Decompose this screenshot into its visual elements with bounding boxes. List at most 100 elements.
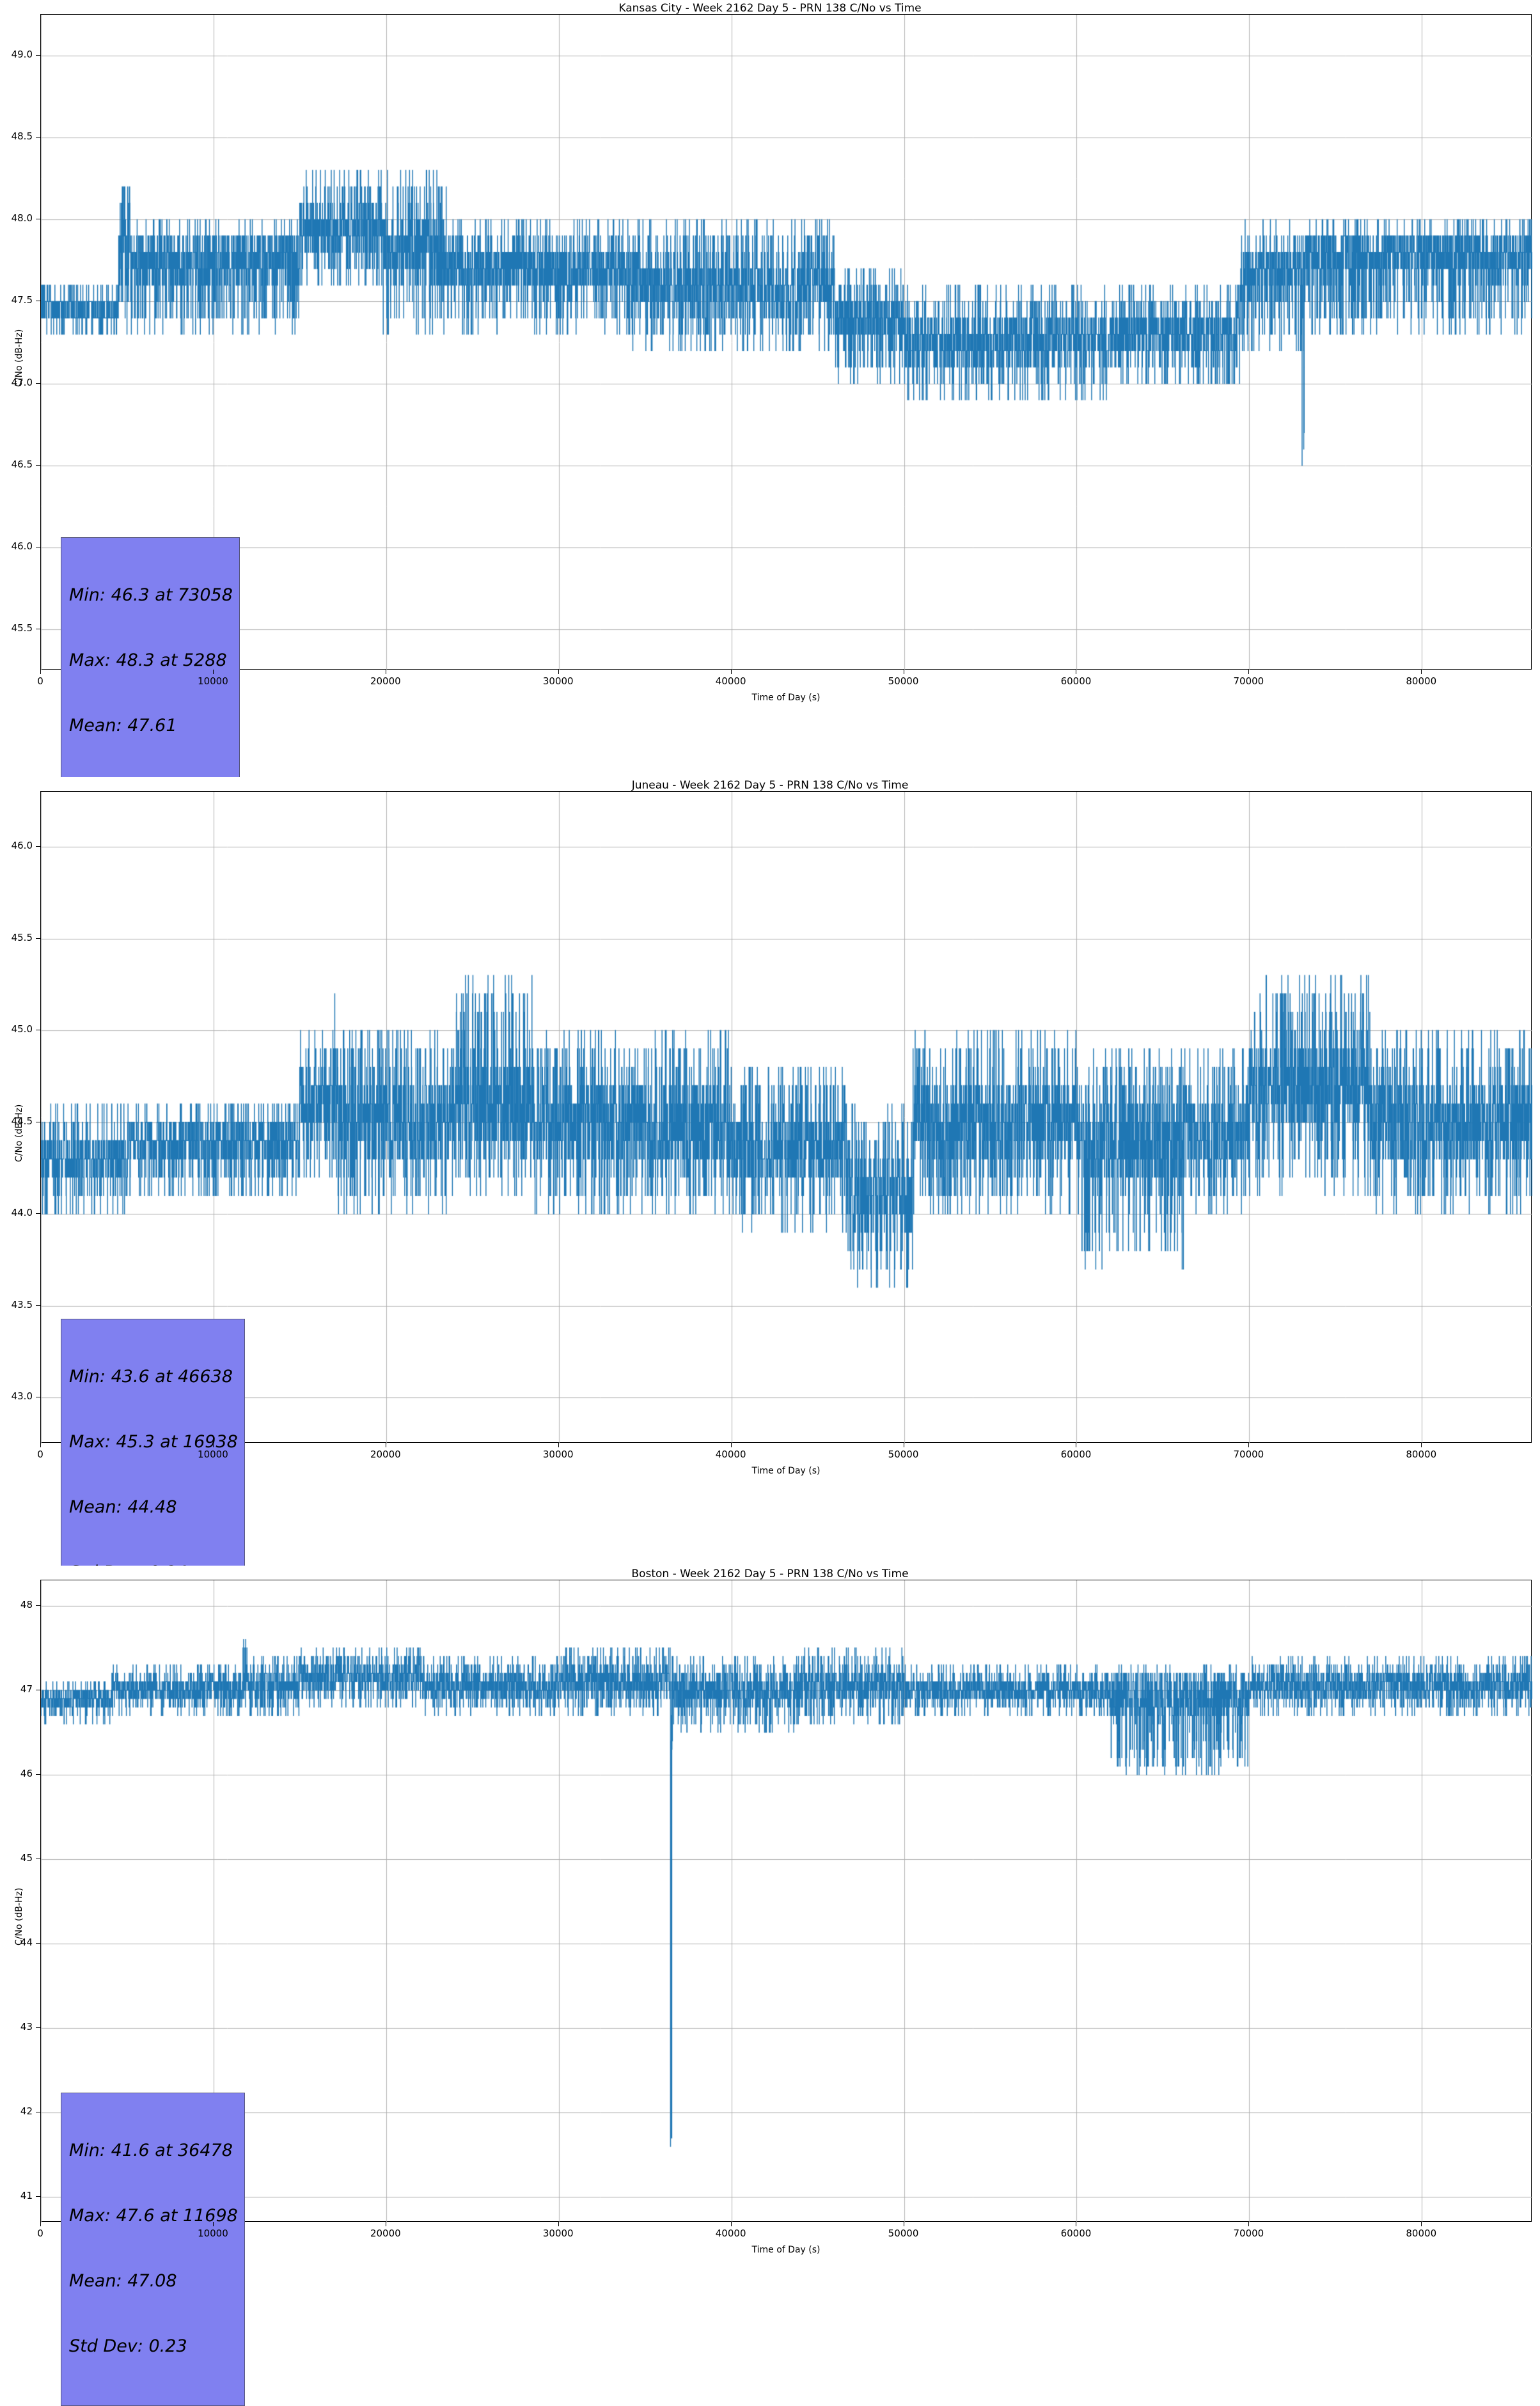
x-axis-label-0: Time of Day (s) [751,693,821,703]
x-tick-mark-0-4 [731,670,732,674]
x-tick-label-0-3: 30000 [542,675,574,687]
x-tick-mark-2-3 [558,2222,560,2226]
x-tick-label-1-4: 40000 [715,1449,746,1460]
y-tick-label-1-0: 43.0 [11,1390,33,1403]
cno-trace-canvas-0 [41,15,1532,670]
x-tick-mark-0-1 [213,670,214,674]
stats-min-2: Min: 41.6 at 36478 [69,2141,233,2160]
x-tick-label-2-6: 60000 [1060,2228,1092,2239]
x-tick-mark-1-4 [731,1443,732,1447]
x-tick-label-2-0: 0 [37,2228,43,2239]
x-tick-label-1-1: 10000 [198,1449,228,1460]
y-tick-label-1-3: 44.5 [11,1115,33,1127]
y-tick-mark-2-7 [36,1605,40,1607]
stats-mean-0: Mean: 47.61 [69,716,177,735]
stats-mean-2: Mean: 47.08 [69,2271,177,2291]
y-tick-mark-1-6 [36,846,40,847]
panel-title-2: Boston - Week 2162 Day 5 - PRN 138 C/No … [631,1568,909,1580]
y-tick-mark-2-0 [36,2196,40,2198]
x-tick-label-0-5: 50000 [888,675,919,687]
y-tick-mark-0-6 [36,137,40,138]
y-tick-label-1-6: 46.0 [11,840,33,852]
y-tick-label-2-1: 42 [20,2105,33,2118]
y-tick-mark-2-5 [36,1774,40,1775]
x-tick-mark-1-8 [1421,1443,1422,1447]
x-tick-label-1-5: 50000 [888,1449,919,1460]
y-tick-mark-2-2 [36,2027,40,2029]
plot-area-0[interactable] [40,14,1532,670]
x-tick-mark-0-8 [1421,670,1422,674]
y-tick-label-0-5: 48.0 [11,212,33,224]
y-tick-label-1-5: 45.5 [11,931,33,943]
stats-max-0: Max: 48.3 at 5288 [69,650,227,670]
plot-area-2[interactable] [40,1580,1532,2222]
y-tick-label-0-4: 47.5 [11,294,33,306]
x-tick-mark-2-4 [731,2222,732,2226]
x-tick-label-1-8: 80000 [1406,1449,1437,1460]
x-tick-label-2-3: 30000 [542,2228,574,2239]
panel-kansas-city: Kansas City - Week 2162 Day 5 - PRN 138 … [0,0,1540,851]
x-tick-label-1-6: 60000 [1060,1449,1092,1460]
x-tick-label-0-4: 40000 [715,675,746,687]
x-tick-label-2-2: 20000 [370,2228,401,2239]
x-tick-label-0-0: 0 [37,675,43,687]
x-tick-label-1-7: 70000 [1233,1449,1264,1460]
x-axis-label-2: Time of Day (s) [751,2245,821,2255]
x-tick-label-2-4: 40000 [715,2228,746,2239]
y-tick-label-0-7: 49.0 [11,49,33,61]
x-tick-label-2-7: 70000 [1233,2228,1264,2239]
y-tick-label-0-3: 47.0 [11,376,33,388]
plot-area-1[interactable] [40,791,1532,1443]
y-tick-mark-1-2 [36,1213,40,1215]
x-tick-mark-2-8 [1421,2222,1422,2226]
y-tick-label-2-6: 47 [20,1683,33,1695]
y-tick-mark-1-5 [36,938,40,940]
x-tick-label-0-1: 10000 [198,675,228,687]
x-tick-mark-0-3 [558,670,560,674]
x-tick-mark-1-1 [213,1443,214,1447]
y-tick-label-2-5: 46 [20,1767,33,1779]
y-tick-label-2-0: 41 [20,2190,33,2202]
x-tick-mark-2-0 [40,2222,42,2226]
x-tick-mark-1-3 [558,1443,560,1447]
panel-title-0: Kansas City - Week 2162 Day 5 - PRN 138 … [618,2,922,15]
x-tick-mark-1-7 [1248,1443,1250,1447]
x-tick-mark-1-0 [40,1443,42,1447]
y-tick-label-2-3: 44 [20,1937,33,1949]
cno-trace-canvas-1 [41,792,1532,1443]
stats-annotation-2: Min: 41.6 at 36478 Max: 47.6 at 11698 Me… [61,2093,245,2406]
y-tick-mark-1-1 [36,1305,40,1307]
y-tick-mark-2-3 [36,1943,40,1944]
y-tick-label-0-2: 46.5 [11,458,33,470]
y-axis-label-1: C/No (dB-Hz) [14,1104,24,1162]
panel-boston: Boston - Week 2162 Day 5 - PRN 138 C/No … [0,1566,1540,2406]
y-tick-label-0-6: 48.5 [11,130,33,143]
x-tick-label-1-3: 30000 [542,1449,574,1460]
x-axis-label-1: Time of Day (s) [751,1466,821,1476]
x-tick-label-2-1: 10000 [198,2228,228,2239]
stats-min-1: Min: 43.6 at 46638 [69,1367,233,1387]
y-tick-label-2-4: 45 [20,1852,33,1864]
y-tick-label-1-2: 44.0 [11,1207,33,1219]
x-tick-label-0-6: 60000 [1060,675,1092,687]
y-tick-label-1-1: 43.5 [11,1298,33,1310]
y-tick-label-2-7: 48 [20,1598,33,1610]
y-tick-label-0-0: 45.5 [11,622,33,634]
x-tick-label-0-8: 80000 [1406,675,1437,687]
y-tick-mark-0-3 [36,383,40,384]
panel-title-1: Juneau - Week 2162 Day 5 - PRN 138 C/No … [631,779,909,792]
stats-max-2: Max: 47.6 at 11698 [69,2206,238,2226]
stats-std-2: Std Dev: 0.23 [69,2336,187,2356]
y-tick-mark-0-2 [36,465,40,466]
x-tick-label-2-8: 80000 [1406,2228,1437,2239]
y-tick-label-2-2: 43 [20,2021,33,2033]
x-tick-label-2-5: 50000 [888,2228,919,2239]
y-tick-label-1-4: 45.0 [11,1023,33,1035]
y-tick-label-0-1: 46.0 [11,540,33,552]
x-tick-label-1-0: 0 [37,1449,43,1460]
x-tick-mark-0-7 [1248,670,1250,674]
x-tick-mark-0-0 [40,670,42,674]
x-tick-label-0-7: 70000 [1233,675,1264,687]
x-tick-label-1-2: 20000 [370,1449,401,1460]
